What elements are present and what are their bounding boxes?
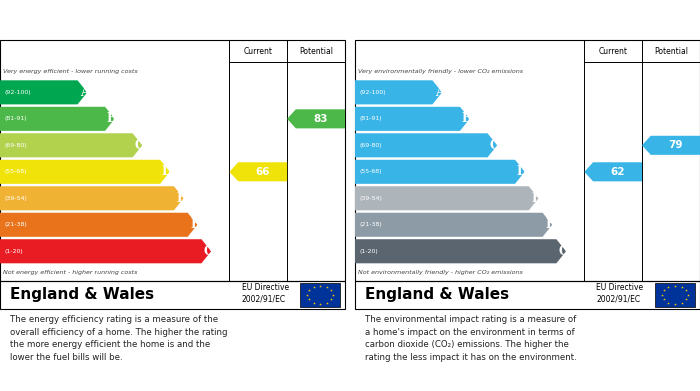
Text: (81-91): (81-91) <box>4 117 27 121</box>
Polygon shape <box>0 107 115 131</box>
Text: G: G <box>558 245 568 258</box>
Text: (1-20): (1-20) <box>359 249 378 254</box>
Polygon shape <box>0 160 170 184</box>
Text: (69-80): (69-80) <box>359 143 382 148</box>
Text: Not energy efficient - higher running costs: Not energy efficient - higher running co… <box>4 271 138 275</box>
Text: (69-80): (69-80) <box>4 143 27 148</box>
Text: 83: 83 <box>313 114 328 124</box>
Text: Current: Current <box>598 47 628 56</box>
Polygon shape <box>642 136 700 155</box>
Text: (55-68): (55-68) <box>359 169 382 174</box>
Text: EU Directive
2002/91/EC: EU Directive 2002/91/EC <box>241 283 288 304</box>
Text: 66: 66 <box>256 167 270 177</box>
Text: (92-100): (92-100) <box>4 90 31 95</box>
Polygon shape <box>287 109 345 128</box>
Text: Energy Efficiency Rating: Energy Efficiency Rating <box>7 14 178 27</box>
Text: E: E <box>176 192 186 205</box>
Text: 62: 62 <box>610 167 625 177</box>
Text: Environmental Impact (CO₂) Rating: Environmental Impact (CO₂) Rating <box>362 14 608 27</box>
Text: Very energy efficient - lower running costs: Very energy efficient - lower running co… <box>4 68 138 74</box>
Text: (39-54): (39-54) <box>359 196 382 201</box>
Text: (81-91): (81-91) <box>359 117 382 121</box>
Text: A: A <box>435 86 444 99</box>
Polygon shape <box>0 80 88 104</box>
Text: D: D <box>517 165 527 178</box>
Polygon shape <box>355 107 470 131</box>
Text: A: A <box>80 86 89 99</box>
Text: (1-20): (1-20) <box>4 249 23 254</box>
Text: E: E <box>531 192 540 205</box>
Text: G: G <box>203 245 214 258</box>
Polygon shape <box>0 133 142 157</box>
Text: England & Wales: England & Wales <box>10 287 155 302</box>
Polygon shape <box>355 239 566 263</box>
Text: (39-54): (39-54) <box>4 196 27 201</box>
Polygon shape <box>0 213 197 237</box>
Polygon shape <box>584 162 642 181</box>
Text: B: B <box>462 112 472 126</box>
Text: C: C <box>489 139 499 152</box>
Text: (92-100): (92-100) <box>359 90 386 95</box>
Polygon shape <box>0 186 183 210</box>
Text: The environmental impact rating is a measure of
a home's impact on the environme: The environmental impact rating is a mea… <box>365 316 577 362</box>
Text: Potential: Potential <box>299 47 333 56</box>
Text: (21-38): (21-38) <box>359 222 382 227</box>
Polygon shape <box>355 186 538 210</box>
Text: Potential: Potential <box>654 47 688 56</box>
Text: (55-68): (55-68) <box>4 169 27 174</box>
Text: F: F <box>190 218 199 231</box>
Bar <box>655 283 695 307</box>
Polygon shape <box>230 162 287 181</box>
Text: B: B <box>107 112 117 126</box>
Text: Current: Current <box>244 47 273 56</box>
Text: The energy efficiency rating is a measure of the
overall efficiency of a home. T: The energy efficiency rating is a measur… <box>10 316 228 362</box>
Bar <box>300 283 340 307</box>
Text: (21-38): (21-38) <box>4 222 27 227</box>
Text: F: F <box>545 218 554 231</box>
Text: Very environmentally friendly - lower CO₂ emissions: Very environmentally friendly - lower CO… <box>358 68 524 74</box>
Polygon shape <box>355 160 525 184</box>
Text: D: D <box>162 165 172 178</box>
Text: C: C <box>134 139 144 152</box>
Polygon shape <box>0 239 211 263</box>
Text: EU Directive
2002/91/EC: EU Directive 2002/91/EC <box>596 283 643 304</box>
Text: 79: 79 <box>668 140 682 150</box>
Text: England & Wales: England & Wales <box>365 287 510 302</box>
Polygon shape <box>355 80 442 104</box>
Polygon shape <box>355 213 552 237</box>
Text: Not environmentally friendly - higher CO₂ emissions: Not environmentally friendly - higher CO… <box>358 271 523 275</box>
Polygon shape <box>355 133 497 157</box>
